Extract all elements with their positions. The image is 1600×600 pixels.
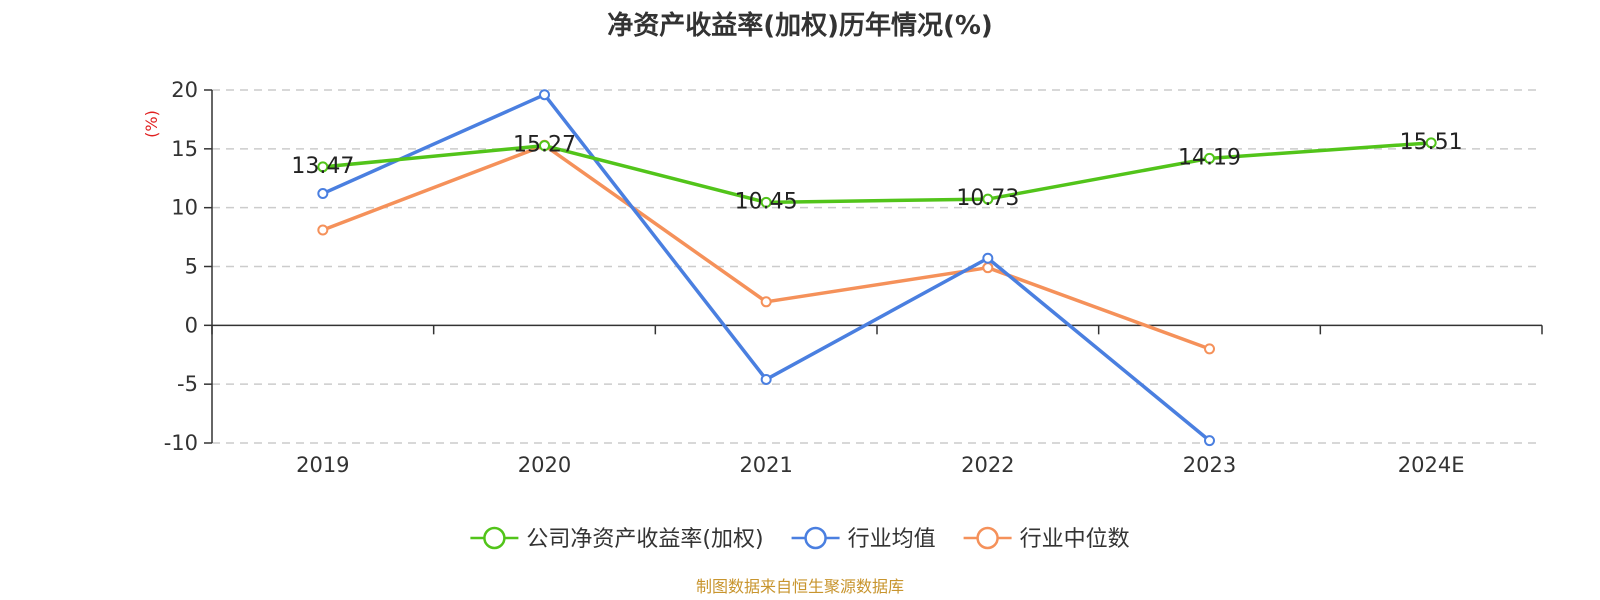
y-tick-label: 15 [171, 137, 198, 161]
legend-item[interactable]: 行业中位数 [963, 526, 1130, 552]
data-point [317, 188, 329, 200]
legend-marker-icon [976, 526, 999, 550]
data-point [1204, 152, 1215, 164]
x-tick-label: 2022 [961, 453, 1014, 477]
x-tick-label: 2021 [739, 453, 792, 477]
data-label: 15.27 [513, 133, 576, 158]
series-line [322, 141, 1432, 205]
x-tick-label: 2019 [296, 453, 349, 477]
y-tick-label: 20 [171, 78, 198, 102]
data-point [539, 140, 550, 152]
legend-marker-icon [483, 526, 506, 550]
x-tick-label: 2023 [1183, 453, 1236, 477]
data-point [317, 161, 329, 173]
data-point [1204, 435, 1215, 447]
y-axis-label: (%) [142, 110, 161, 138]
chart-title: 净资产收益率(加权)历年情况(%) [607, 10, 993, 41]
x-tick-label: 2020 [518, 453, 571, 477]
x-tick-label: 2024E [1398, 453, 1465, 477]
data-label: 15.51 [1400, 130, 1463, 155]
data-point [982, 262, 994, 274]
y-tick-label: 10 [171, 196, 198, 220]
data-label: 10.73 [956, 186, 1019, 211]
data-label: 14.19 [1178, 145, 1241, 170]
legend-label: 公司净资产收益率(加权) [526, 527, 763, 552]
y-tick-label: 5 [185, 255, 198, 279]
data-point [1204, 343, 1215, 355]
legend-label: 行业均值 [848, 527, 936, 552]
legend-item[interactable]: 公司净资产收益率(加权) [470, 526, 764, 552]
data-label: 10.45 [735, 189, 798, 214]
y-tick-label: -5 [177, 372, 198, 396]
data-point [539, 89, 550, 101]
source-note: 制图数据来自恒生聚源数据库 [696, 577, 904, 596]
axes: 20 15 10 5 0 -5 -10 2019 2020 2021 2022 2023 2024E [164, 78, 1543, 477]
legend[interactable]: 公司净资产收益率(加权) 行业均值 行业中位数 [470, 526, 1130, 552]
data-label: 13.47 [291, 154, 354, 179]
series-line [322, 92, 1211, 442]
y-tick-label: -10 [164, 431, 198, 455]
data-point [1425, 137, 1437, 149]
series-line [322, 143, 1211, 351]
data-point [982, 193, 994, 205]
data-point [760, 373, 772, 385]
data-point [760, 296, 772, 308]
y-tick-label: 0 [185, 313, 198, 337]
data-point [760, 196, 772, 208]
legend-marker-icon [804, 526, 827, 550]
legend-item[interactable]: 行业均值 [791, 526, 936, 552]
data-point [982, 252, 994, 264]
grid [212, 89, 1542, 444]
series-layer [317, 89, 1437, 447]
legend-label: 行业中位数 [1020, 527, 1130, 552]
data-labels: 13.47 15.27 10.45 10.73 14.19 15.51 [291, 130, 1462, 215]
data-point [317, 224, 329, 236]
